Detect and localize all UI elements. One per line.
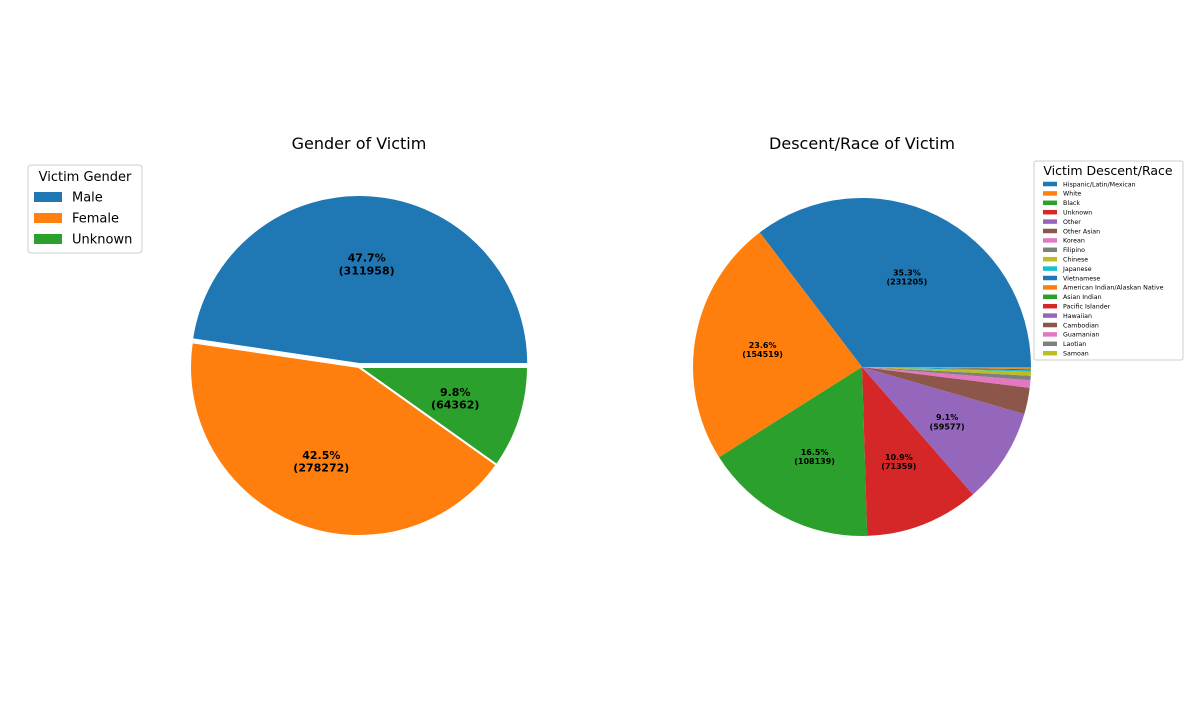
gender-slice-female <box>189 341 498 537</box>
descent-legend-label-japanese: Japanese <box>1062 266 1092 273</box>
descent-count-label-white: (154519) <box>742 350 783 359</box>
descent-legend-swatch-black <box>1043 200 1057 206</box>
gender-legend-title: Victim Gender <box>39 170 132 185</box>
descent-slice-other-asian <box>862 367 1030 415</box>
gender-pie-labels: 47.7%(311958) 42.5%(278272) 9.8%(64362) <box>293 252 479 475</box>
descent-legend-label-filipino: Filipino <box>1063 247 1085 254</box>
descent-legend-swatch-samoan <box>1043 350 1057 356</box>
descent-legend-label-korean: Korean <box>1063 238 1085 245</box>
descent-count-label-hispanic-latin-mexican: (231205) <box>887 278 928 287</box>
gender-count-label-unknown: (64362) <box>431 399 479 412</box>
descent-legend-swatch-other <box>1043 219 1057 224</box>
descent-legend-swatch-korean <box>1043 238 1057 243</box>
descent-slice-black <box>719 367 868 537</box>
descent-count-label-unknown: (71359) <box>881 462 916 471</box>
gender-slice-male <box>191 194 530 366</box>
descent-legend-label-other-asian: Other Asian <box>1063 228 1100 235</box>
descent-legend: Victim Descent/Race Hispanic/Latin/Mexic… <box>1033 160 1184 361</box>
descent-legend-swatch-unknown <box>1043 209 1057 215</box>
descent-legend-swatch-hawaiian <box>1043 313 1057 318</box>
descent-pct-label-hispanic-latin-mexican: 35.3% <box>893 268 921 277</box>
descent-chart: Descent/Race of Victim 35.3%(231205) 23.6… <box>693 134 1184 537</box>
descent-legend-label-black: Black <box>1063 200 1080 207</box>
descent-legend-swatch-white <box>1043 191 1057 196</box>
gender-pct-label-unknown: 9.8% <box>440 386 471 399</box>
descent-legend-swatch-filipino <box>1043 247 1057 253</box>
descent-legend-label-other: Other <box>1063 219 1081 226</box>
descent-legend-swatch-vietnamese <box>1043 275 1057 281</box>
descent-legend-swatch-guamanian <box>1043 332 1057 337</box>
descent-slice-hispanic-latin-mexican <box>759 198 1031 367</box>
gender-legend: Victim Gender Male Female Unknown <box>27 164 143 254</box>
gender-pie <box>189 194 530 537</box>
descent-pct-label-black: 16.5% <box>801 448 829 457</box>
descent-legend-label-laotian: Laotian <box>1063 341 1086 348</box>
descent-pct-label-white: 23.6% <box>749 341 777 350</box>
gender-pct-label-female: 42.5% <box>302 449 340 462</box>
descent-legend-swatch-other-asian <box>1043 228 1057 234</box>
descent-legend-label-cambodian: Cambodian <box>1063 322 1099 329</box>
descent-legend-label-vietnamese: Vietnamese <box>1063 275 1100 282</box>
gender-count-label-male: (311958) <box>339 264 395 277</box>
descent-slice-american-indian-alaskan-native <box>862 367 1031 370</box>
gender-legend-label-unknown: Unknown <box>72 233 132 248</box>
gender-legend-swatch-female <box>34 213 62 223</box>
gender-legend-swatch-unknown <box>34 234 62 244</box>
descent-pie-labels: 35.3%(231205) 23.6%(154519) 16.5%(108139) 1… <box>742 268 964 471</box>
descent-legend-label-white: White <box>1063 191 1081 198</box>
descent-legend-label-hispanic-latin-mexican: Hispanic/Latin/Mexican <box>1063 181 1136 188</box>
descent-legend-label-guamanian: Guamanian <box>1063 332 1099 339</box>
descent-legend-swatch-cambodian <box>1043 322 1057 328</box>
descent-legend-label-samoan: Samoan <box>1063 350 1089 357</box>
gender-legend-frame <box>27 164 143 254</box>
descent-legend-label-american-indian-alaskan-native: American Indian/Alaskan Native <box>1063 285 1164 292</box>
descent-legend-label-hawaiian: Hawaiian <box>1063 313 1092 320</box>
descent-legend-swatch-chinese <box>1043 256 1057 262</box>
descent-slice-japanese <box>862 367 1031 372</box>
descent-legend-swatch-hispanic-latin-mexican <box>1043 181 1057 187</box>
descent-pie <box>693 198 1032 537</box>
descent-slice-pacific-islander <box>862 367 1031 368</box>
descent-legend-label-asian-indian: Asian Indian <box>1063 294 1102 301</box>
descent-slice-filipino <box>862 367 1031 381</box>
gender-legend-label-female: Female <box>72 212 119 227</box>
gender-chart: Gender of Victim 47.7%(311958) 42.5%(2782… <box>27 134 530 537</box>
gender-slice-unknown <box>358 366 529 466</box>
gender-legend-swatch-male <box>34 192 62 202</box>
descent-slice-asian-indian <box>862 367 1032 369</box>
descent-pct-label-other: 9.1% <box>936 413 958 422</box>
descent-legend-swatch-japanese <box>1043 266 1057 271</box>
gender-count-label-female: (278272) <box>293 462 349 475</box>
descent-legend-label-pacific-islander: Pacific Islander <box>1063 303 1111 310</box>
descent-pct-label-unknown: 10.9% <box>885 453 913 462</box>
gender-legend-label-male: Male <box>72 191 103 206</box>
descent-slice-chinese <box>862 367 1031 376</box>
descent-legend-frame <box>1033 160 1184 361</box>
descent-legend-swatch-pacific-islander <box>1043 303 1057 309</box>
descent-legend-label-chinese: Chinese <box>1063 256 1088 263</box>
descent-legend-swatch-laotian <box>1043 341 1057 347</box>
descent-slice-korean <box>862 367 1031 388</box>
descent-count-label-other: (59577) <box>930 422 965 431</box>
descent-slice-other <box>862 367 1025 495</box>
descent-count-label-black: (108139) <box>794 457 835 466</box>
descent-slice-vietnamese <box>862 367 1031 371</box>
descent-legend-title: Victim Descent/Race <box>1043 163 1173 178</box>
descent-legend-swatch-asian-indian <box>1043 294 1057 300</box>
descent-legend-swatch-american-indian-alaskan-native <box>1043 285 1057 290</box>
gender-chart-title: Gender of Victim <box>292 134 427 153</box>
descent-legend-label-unknown: Unknown <box>1063 209 1092 216</box>
descent-chart-title: Descent/Race of Victim <box>769 134 955 153</box>
descent-slice-unknown <box>862 367 973 536</box>
gender-pct-label-male: 47.7% <box>348 252 386 265</box>
descent-slice-white <box>693 232 862 458</box>
